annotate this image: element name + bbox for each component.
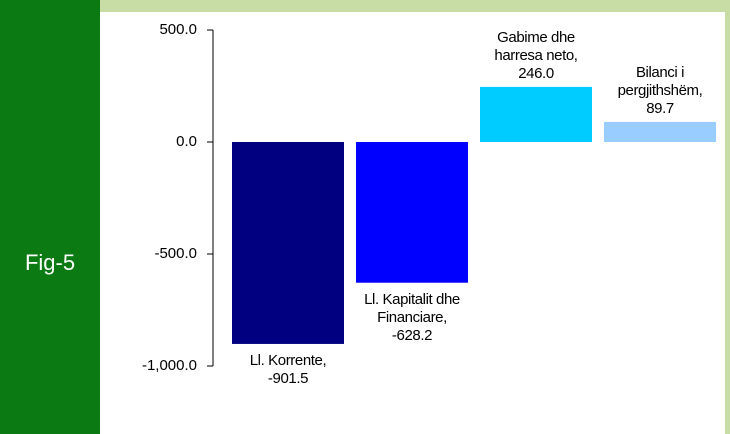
y-tick-label: -500.0 xyxy=(154,245,197,262)
side-panel xyxy=(0,0,100,434)
bar xyxy=(356,142,468,283)
bar xyxy=(480,86,592,142)
data-label: Gabime dhe harresa neto, 246.0 xyxy=(494,28,578,82)
data-label: Ll. Kapitalit dhe Financiare, -628.2 xyxy=(364,290,460,344)
bar xyxy=(232,142,344,344)
bar xyxy=(604,121,716,142)
y-tick-label: 500.0 xyxy=(159,21,197,38)
y-tick-label: 0.0 xyxy=(176,133,197,150)
y-tick-label: -1,000.0 xyxy=(142,357,197,374)
figure-label: Fig-5 xyxy=(24,250,76,275)
data-label: Bilanci i pergjithshëm, 89.7 xyxy=(617,63,703,117)
data-label: Ll. Korrente, -901.5 xyxy=(249,351,327,387)
